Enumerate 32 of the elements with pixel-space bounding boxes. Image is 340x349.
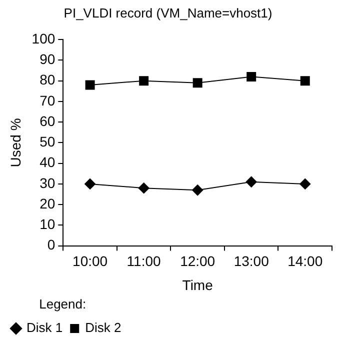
point xyxy=(246,176,257,188)
y-tick-label: 20 xyxy=(40,195,56,212)
legend-title: Legend: xyxy=(39,296,86,312)
point xyxy=(84,178,96,190)
point xyxy=(300,178,311,190)
y-tick-label: 0 xyxy=(47,236,56,253)
point xyxy=(139,76,149,86)
point xyxy=(85,80,95,90)
x-axis-title: Time xyxy=(182,276,214,293)
point xyxy=(192,78,202,88)
point xyxy=(246,72,256,82)
y-tick-label: 10 xyxy=(40,216,56,232)
x-tick-label: 14:00 xyxy=(288,253,323,270)
legend-label: Disk 2 xyxy=(85,320,122,336)
y-tick-label: 90 xyxy=(40,51,56,68)
y-tick-label: 30 xyxy=(40,174,56,191)
chart-title: PI_VLDI record (VM_Name=vhost1) xyxy=(64,5,272,20)
legend-label: Disk 1 xyxy=(26,320,63,336)
y-tick-label: 50 xyxy=(40,134,56,150)
x-tick-label: 13:00 xyxy=(234,253,270,270)
y-tick-label: 60 xyxy=(40,112,56,129)
x-tick-label: 12:00 xyxy=(180,253,216,270)
y-axis-title: Used % xyxy=(7,118,24,168)
point xyxy=(192,184,204,196)
point xyxy=(300,76,310,86)
x-tick-label: 11:00 xyxy=(126,253,162,270)
y-tick-label: 70 xyxy=(40,92,56,108)
y-tick-label: 40 xyxy=(40,154,56,170)
y-tick-label: 80 xyxy=(40,72,56,88)
x-tick-label: 10:00 xyxy=(72,253,108,270)
point xyxy=(138,182,150,194)
y-tick-label: 100 xyxy=(32,30,56,46)
